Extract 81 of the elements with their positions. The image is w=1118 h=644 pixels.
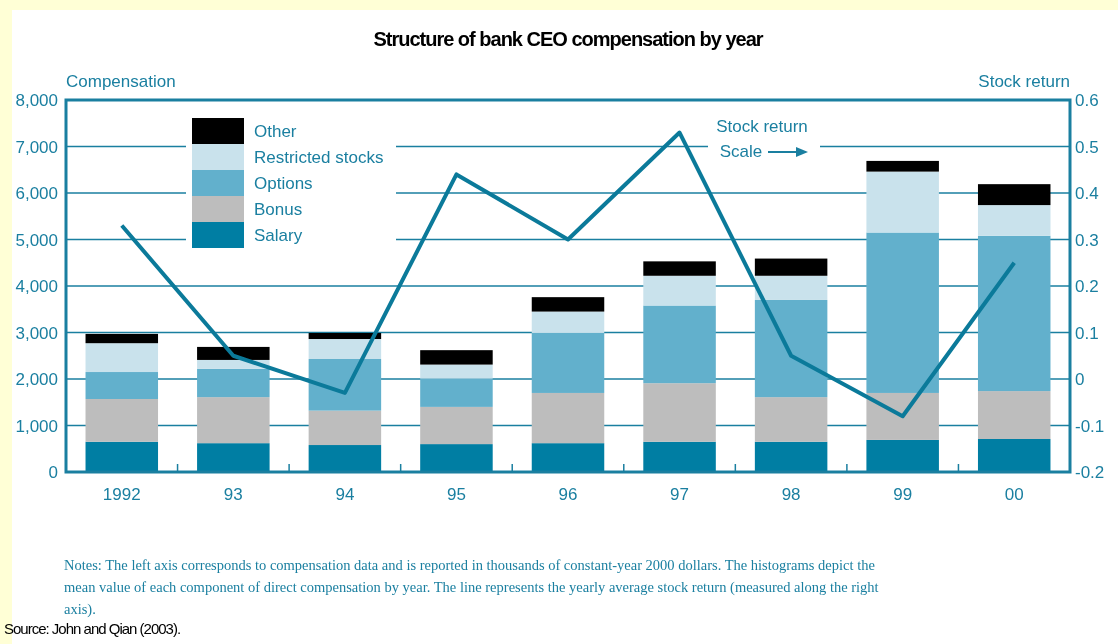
- bar: [420, 406, 493, 445]
- x-tick-label: 96: [558, 485, 578, 504]
- y-tick-label: 2,000: [15, 370, 58, 389]
- bar: [866, 392, 939, 440]
- x-tick-label: 99: [893, 485, 913, 504]
- y2-tick-label: -0.2: [1075, 463, 1105, 482]
- legend-label: Bonus: [254, 200, 303, 219]
- y2-tick-label: 0.5: [1075, 137, 1099, 157]
- bar: [977, 205, 1051, 236]
- text: Notes: The left axis corresponds to compensation data and is reported in thousands of constant-year 2000 dollars. The histograms depict the mean value of each component of direct compensation by year. The line represents the yearly average stock return (measured along the right axis).: [64, 557, 879, 618]
- bar: [420, 364, 493, 379]
- bar: [85, 343, 159, 373]
- bar: [531, 297, 605, 312]
- bar: [977, 438, 1051, 472]
- x-tick-label: 00: [1004, 485, 1024, 504]
- y2-tick-label: -0.1: [1075, 416, 1105, 436]
- x-tick-label: 94: [335, 485, 355, 504]
- bar: [866, 160, 939, 172]
- y2-tick-label: 0.6: [1075, 91, 1099, 110]
- bar: [197, 368, 270, 398]
- y2-tick-label: 0.4: [1075, 184, 1099, 203]
- bar: [308, 410, 382, 446]
- y-tick-label: 5,000: [15, 230, 58, 250]
- bar: [977, 184, 1051, 206]
- bar: [866, 439, 939, 472]
- bar: [85, 441, 159, 472]
- bar: [197, 397, 270, 444]
- y-tick-label: 8,000: [15, 91, 58, 110]
- bar: [977, 391, 1051, 439]
- x-tick-label: 98: [781, 485, 801, 504]
- bar: [85, 399, 159, 442]
- bar: [643, 383, 716, 442]
- y2-axis-title: Stock return: [978, 72, 1070, 91]
- bar: [85, 372, 159, 399]
- bar: [643, 305, 716, 384]
- bar: [531, 332, 605, 393]
- y2-tick-label: 0.1: [1075, 323, 1099, 343]
- x-tick-label: 1992: [102, 485, 141, 504]
- bar: [531, 392, 605, 444]
- bar: [754, 275, 828, 300]
- y-tick-label: 4,000: [15, 277, 58, 296]
- bar: [754, 258, 828, 276]
- y-tick-label: 6,000: [15, 184, 58, 203]
- bar: [977, 235, 1051, 392]
- bar: [308, 332, 382, 340]
- bar: [866, 232, 939, 393]
- annotation: Stock return Scale: [716, 117, 808, 161]
- bar: [308, 359, 382, 411]
- y2-tick-label: 0.2: [1075, 277, 1099, 296]
- bar: [308, 339, 382, 360]
- bar: [754, 397, 828, 442]
- y-tick-label: 1,000: [15, 416, 58, 436]
- legend-label: Options: [254, 174, 313, 193]
- x-tick-label: 93: [223, 485, 243, 504]
- y2-tick-label: 0.3: [1075, 230, 1099, 250]
- y2-tick-label: 0: [1075, 370, 1085, 389]
- bar: [643, 261, 716, 276]
- y-tick-label: 3,000: [15, 323, 58, 343]
- bar: [643, 275, 716, 306]
- chart-title: Structure of bank CEO compensation by year: [373, 28, 764, 50]
- y-tick-label: 0: [48, 463, 58, 482]
- bar: [754, 441, 828, 472]
- bar: [420, 378, 493, 407]
- bar: [643, 441, 716, 472]
- bar: [531, 311, 605, 333]
- legend-label: Other: [254, 122, 297, 141]
- bar: [85, 333, 159, 344]
- legend-label: Salary: [254, 226, 303, 245]
- source-note: Source: John and Qian (2003).: [4, 620, 181, 637]
- x-tick-label: 95: [446, 485, 466, 504]
- bar: [197, 443, 270, 472]
- bar: [308, 445, 382, 472]
- x-tick-label: 97: [670, 485, 690, 504]
- bar: [754, 299, 828, 398]
- legend-label: Restricted stocks: [254, 148, 384, 167]
- bar: [531, 443, 605, 472]
- bar: [866, 171, 939, 233]
- y-tick-label: 7,000: [15, 137, 58, 157]
- bar: [420, 444, 493, 472]
- bar: [420, 350, 493, 365]
- y-axis-title: Compensation: [66, 72, 176, 91]
